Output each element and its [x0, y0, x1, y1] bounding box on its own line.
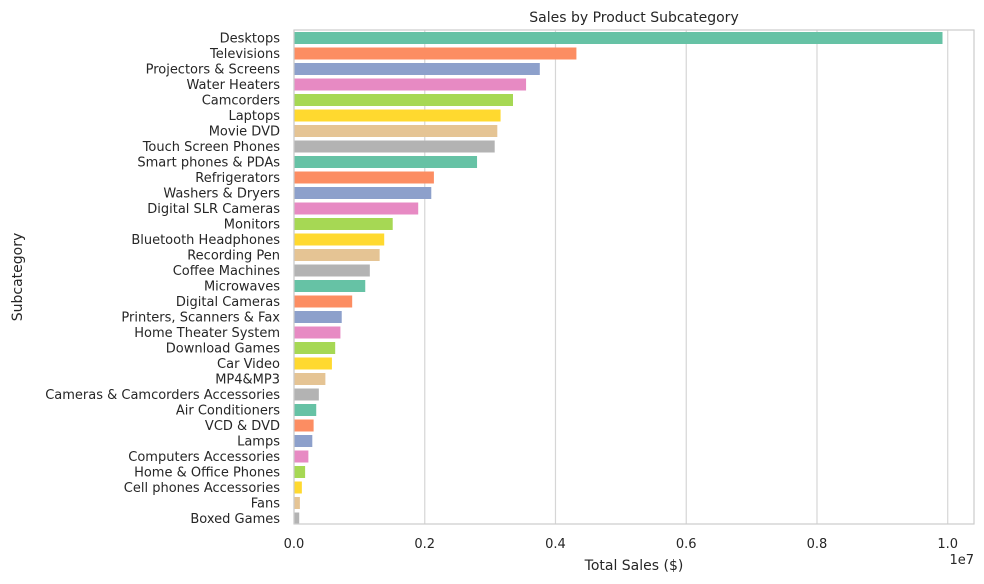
bar: [294, 125, 498, 137]
y-tick-label: VCD & DVD: [205, 419, 280, 434]
bar: [294, 466, 306, 478]
bar: [294, 497, 300, 509]
y-tick-label: Desktops: [220, 32, 281, 47]
y-tick-label: Microwaves: [204, 280, 280, 295]
bar: [294, 202, 419, 215]
x-tick-label: 0.8: [807, 537, 828, 552]
bar: [294, 295, 353, 308]
y-tick-label: Touch Screen Phones: [142, 140, 281, 155]
bar: [294, 233, 385, 246]
y-tick-label: Monitors: [224, 218, 280, 233]
bar: [294, 156, 478, 168]
y-tick-label: Car Video: [217, 357, 280, 372]
y-tick-label: Washers & Dryers: [163, 187, 280, 202]
y-tick-label: Printers, Scanners & Fax: [121, 311, 280, 326]
bar: [294, 187, 432, 199]
bar: [294, 435, 313, 447]
bar: [294, 311, 342, 323]
bar: [294, 140, 495, 153]
bar: [294, 419, 314, 432]
y-tick-label: MP4&MP3: [215, 373, 280, 388]
x-tick-label: 0.2: [414, 537, 435, 552]
chart-title: Sales by Product Subcategory: [529, 10, 738, 26]
y-tick-label: Refrigerators: [195, 171, 280, 186]
y-tick-label: Laptops: [228, 109, 280, 124]
x-axis-title: Total Sales ($): [584, 558, 684, 574]
bar: [294, 94, 513, 106]
bar: [294, 109, 501, 122]
y-tick-label: Digital Cameras: [176, 295, 280, 310]
bar: [294, 481, 302, 494]
y-tick-label: Camcorders: [202, 94, 281, 109]
bar: [294, 404, 317, 416]
bar: [294, 78, 527, 91]
y-tick-label: Televisions: [209, 47, 280, 62]
y-tick-label: Recording Pen: [187, 249, 280, 264]
y-tick-label: Smart phones & PDAs: [137, 156, 280, 171]
bar: [294, 249, 380, 261]
bar-layer: [294, 32, 943, 525]
bar: [294, 32, 943, 44]
x-axis-offset-label: 1e7: [949, 553, 974, 568]
y-tick-label: Boxed Games: [190, 512, 280, 527]
x-tick-label: 0.0: [284, 537, 305, 552]
plot-frame: [293, 29, 975, 525]
x-tick-label: 1.0: [937, 537, 958, 552]
y-tick-label: Air Conditioners: [176, 404, 280, 419]
bar: [294, 218, 393, 230]
y-tick-label: Projectors & Screens: [146, 63, 281, 78]
y-tick-label: Water Heaters: [186, 78, 280, 93]
y-axis-title: Subcategory: [10, 233, 26, 322]
bar: [294, 280, 366, 292]
bar: [294, 388, 319, 401]
bar: [294, 171, 434, 184]
bar: [294, 342, 336, 354]
bar: [294, 63, 540, 75]
y-tick-label: Lamps: [237, 435, 280, 450]
bar: [294, 512, 300, 525]
bar: [294, 450, 309, 463]
x-tick-labels: 0.0 0.2 0.4 0.6 0.8 1.0: [284, 537, 958, 552]
y-tick-label: Home Theater System: [134, 326, 280, 341]
bar: [294, 326, 341, 339]
y-tick-label: Bluetooth Headphones: [131, 233, 280, 248]
y-tick-label: Cameras & Camcorders Accessories: [45, 388, 280, 403]
bar: [294, 264, 370, 277]
x-tick-label: 0.4: [545, 537, 566, 552]
y-tick-label: Coffee Machines: [173, 264, 281, 279]
bar: [294, 373, 326, 385]
y-tick-label: Fans: [251, 497, 280, 512]
y-tick-label: Computers Accessories: [128, 450, 280, 465]
bar: [294, 357, 332, 370]
y-tick-label: Home & Office Phones: [134, 466, 280, 481]
bar: [294, 47, 577, 60]
y-tick-label: Digital SLR Cameras: [147, 202, 280, 217]
y-tick-label: Cell phones Accessories: [124, 481, 280, 496]
y-tick-label: Movie DVD: [209, 125, 280, 140]
y-tick-label: Download Games: [166, 342, 280, 357]
x-tick-label: 0.6: [676, 537, 697, 552]
